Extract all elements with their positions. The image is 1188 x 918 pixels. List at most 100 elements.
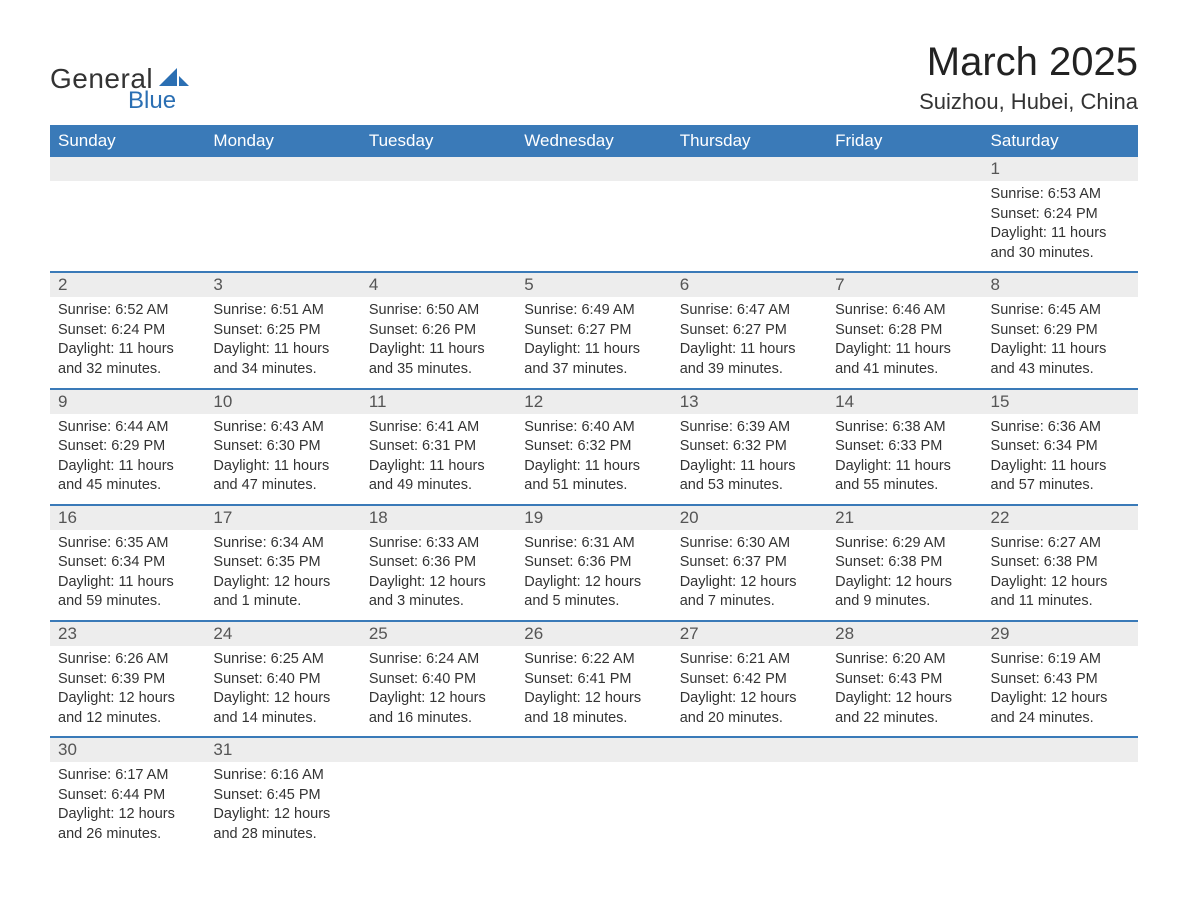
- sunrise-text: Sunrise: 6:24 AM: [369, 650, 508, 670]
- sunset-text: Sunset: 6:28 PM: [835, 321, 974, 341]
- sunrise-text: Sunrise: 6:26 AM: [58, 650, 197, 670]
- calendar-cell: [983, 737, 1138, 852]
- sunset-text: Sunset: 6:43 PM: [991, 670, 1130, 690]
- calendar-cell: [516, 737, 671, 852]
- sunrise-text: Sunrise: 6:36 AM: [991, 418, 1130, 438]
- sunrise-text: Sunrise: 6:19 AM: [991, 650, 1130, 670]
- calendar-row: 30Sunrise: 6:17 AMSunset: 6:44 PMDayligh…: [50, 737, 1138, 852]
- sunrise-text: Sunrise: 6:35 AM: [58, 534, 197, 554]
- day-number: 14: [827, 390, 982, 414]
- calendar-body: 1Sunrise: 6:53 AMSunset: 6:24 PMDaylight…: [50, 157, 1138, 853]
- day-number: 21: [827, 506, 982, 530]
- daylight-text: Daylight: 11 hours and 57 minutes.: [991, 457, 1130, 496]
- calendar-cell: 15Sunrise: 6:36 AMSunset: 6:34 PMDayligh…: [983, 389, 1138, 505]
- sunrise-text: Sunrise: 6:44 AM: [58, 418, 197, 438]
- sunrise-text: Sunrise: 6:51 AM: [213, 301, 352, 321]
- logo: General Blue: [50, 63, 189, 115]
- empty-day-body: [516, 181, 671, 261]
- day-body: Sunrise: 6:21 AMSunset: 6:42 PMDaylight:…: [672, 646, 827, 736]
- sunset-text: Sunset: 6:25 PM: [213, 321, 352, 341]
- calendar-cell: 31Sunrise: 6:16 AMSunset: 6:45 PMDayligh…: [205, 737, 360, 852]
- sunrise-text: Sunrise: 6:46 AM: [835, 301, 974, 321]
- title-block: March 2025 Suizhou, Hubei, China: [919, 40, 1138, 115]
- empty-day-number: [361, 157, 516, 181]
- empty-day-number: [983, 738, 1138, 762]
- sunrise-text: Sunrise: 6:50 AM: [369, 301, 508, 321]
- daylight-text: Daylight: 12 hours and 12 minutes.: [58, 689, 197, 728]
- sunset-text: Sunset: 6:36 PM: [369, 553, 508, 573]
- empty-day-number: [516, 738, 671, 762]
- day-body: Sunrise: 6:52 AMSunset: 6:24 PMDaylight:…: [50, 297, 205, 387]
- sunset-text: Sunset: 6:24 PM: [991, 205, 1130, 225]
- daylight-text: Daylight: 12 hours and 28 minutes.: [213, 805, 352, 844]
- empty-day-number: [827, 738, 982, 762]
- day-body: Sunrise: 6:49 AMSunset: 6:27 PMDaylight:…: [516, 297, 671, 387]
- day-number: 20: [672, 506, 827, 530]
- empty-day-number: [361, 738, 516, 762]
- daylight-text: Daylight: 11 hours and 47 minutes.: [213, 457, 352, 496]
- sunrise-text: Sunrise: 6:33 AM: [369, 534, 508, 554]
- day-body: Sunrise: 6:53 AMSunset: 6:24 PMDaylight:…: [983, 181, 1138, 271]
- day-number: 26: [516, 622, 671, 646]
- calendar-cell: 16Sunrise: 6:35 AMSunset: 6:34 PMDayligh…: [50, 505, 205, 621]
- logo-text-blue: Blue: [128, 87, 176, 115]
- sunrise-text: Sunrise: 6:39 AM: [680, 418, 819, 438]
- empty-day-body: [827, 181, 982, 261]
- daylight-text: Daylight: 12 hours and 3 minutes.: [369, 573, 508, 612]
- daylight-text: Daylight: 11 hours and 55 minutes.: [835, 457, 974, 496]
- day-body: Sunrise: 6:16 AMSunset: 6:45 PMDaylight:…: [205, 762, 360, 852]
- calendar-row: 23Sunrise: 6:26 AMSunset: 6:39 PMDayligh…: [50, 621, 1138, 737]
- calendar-cell: 18Sunrise: 6:33 AMSunset: 6:36 PMDayligh…: [361, 505, 516, 621]
- sunset-text: Sunset: 6:27 PM: [524, 321, 663, 341]
- day-number: 6: [672, 273, 827, 297]
- weekday-header-row: SundayMondayTuesdayWednesdayThursdayFrid…: [50, 125, 1138, 157]
- sunset-text: Sunset: 6:26 PM: [369, 321, 508, 341]
- calendar-cell: 9Sunrise: 6:44 AMSunset: 6:29 PMDaylight…: [50, 389, 205, 505]
- weekday-header: Thursday: [672, 125, 827, 157]
- sunset-text: Sunset: 6:36 PM: [524, 553, 663, 573]
- empty-day-number: [205, 157, 360, 181]
- sunset-text: Sunset: 6:31 PM: [369, 437, 508, 457]
- empty-day-body: [827, 762, 982, 842]
- calendar-row: 2Sunrise: 6:52 AMSunset: 6:24 PMDaylight…: [50, 272, 1138, 388]
- day-body: Sunrise: 6:26 AMSunset: 6:39 PMDaylight:…: [50, 646, 205, 736]
- daylight-text: Daylight: 12 hours and 9 minutes.: [835, 573, 974, 612]
- page-title: March 2025: [919, 40, 1138, 85]
- sunset-text: Sunset: 6:38 PM: [991, 553, 1130, 573]
- calendar-cell: 8Sunrise: 6:45 AMSunset: 6:29 PMDaylight…: [983, 272, 1138, 388]
- calendar-cell: [361, 737, 516, 852]
- daylight-text: Daylight: 11 hours and 53 minutes.: [680, 457, 819, 496]
- day-number: 30: [50, 738, 205, 762]
- sunrise-text: Sunrise: 6:49 AM: [524, 301, 663, 321]
- day-body: Sunrise: 6:22 AMSunset: 6:41 PMDaylight:…: [516, 646, 671, 736]
- day-number: 12: [516, 390, 671, 414]
- daylight-text: Daylight: 11 hours and 41 minutes.: [835, 340, 974, 379]
- sunset-text: Sunset: 6:37 PM: [680, 553, 819, 573]
- day-number: 27: [672, 622, 827, 646]
- calendar-cell: 26Sunrise: 6:22 AMSunset: 6:41 PMDayligh…: [516, 621, 671, 737]
- day-body: Sunrise: 6:24 AMSunset: 6:40 PMDaylight:…: [361, 646, 516, 736]
- calendar-cell: 4Sunrise: 6:50 AMSunset: 6:26 PMDaylight…: [361, 272, 516, 388]
- day-body: Sunrise: 6:51 AMSunset: 6:25 PMDaylight:…: [205, 297, 360, 387]
- daylight-text: Daylight: 11 hours and 30 minutes.: [991, 224, 1130, 263]
- calendar-cell: 2Sunrise: 6:52 AMSunset: 6:24 PMDaylight…: [50, 272, 205, 388]
- day-number: 29: [983, 622, 1138, 646]
- day-number: 15: [983, 390, 1138, 414]
- day-body: Sunrise: 6:39 AMSunset: 6:32 PMDaylight:…: [672, 414, 827, 504]
- day-number: 17: [205, 506, 360, 530]
- daylight-text: Daylight: 11 hours and 32 minutes.: [58, 340, 197, 379]
- header: General Blue March 2025 Suizhou, Hubei, …: [50, 40, 1138, 115]
- daylight-text: Daylight: 12 hours and 22 minutes.: [835, 689, 974, 728]
- sunrise-text: Sunrise: 6:34 AM: [213, 534, 352, 554]
- sunset-text: Sunset: 6:39 PM: [58, 670, 197, 690]
- calendar-cell: 28Sunrise: 6:20 AMSunset: 6:43 PMDayligh…: [827, 621, 982, 737]
- calendar-cell: 19Sunrise: 6:31 AMSunset: 6:36 PMDayligh…: [516, 505, 671, 621]
- calendar-cell: [672, 737, 827, 852]
- day-body: Sunrise: 6:25 AMSunset: 6:40 PMDaylight:…: [205, 646, 360, 736]
- sunrise-text: Sunrise: 6:22 AM: [524, 650, 663, 670]
- sunrise-text: Sunrise: 6:30 AM: [680, 534, 819, 554]
- sunrise-text: Sunrise: 6:31 AM: [524, 534, 663, 554]
- weekday-header: Friday: [827, 125, 982, 157]
- daylight-text: Daylight: 12 hours and 5 minutes.: [524, 573, 663, 612]
- day-body: Sunrise: 6:41 AMSunset: 6:31 PMDaylight:…: [361, 414, 516, 504]
